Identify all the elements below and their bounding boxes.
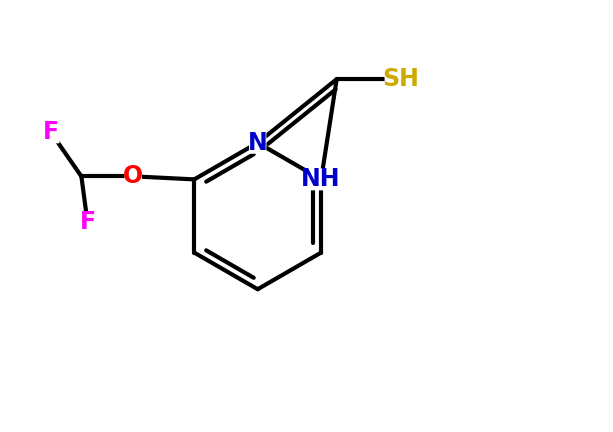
Text: O: O — [123, 164, 143, 188]
FancyBboxPatch shape — [42, 121, 59, 143]
FancyBboxPatch shape — [384, 68, 417, 90]
FancyBboxPatch shape — [305, 168, 337, 191]
Text: F: F — [43, 121, 59, 144]
FancyBboxPatch shape — [124, 165, 142, 187]
FancyBboxPatch shape — [249, 132, 267, 154]
FancyBboxPatch shape — [79, 211, 96, 233]
Text: F: F — [80, 210, 96, 234]
Text: NH: NH — [302, 167, 341, 191]
Text: SH: SH — [383, 67, 419, 91]
Text: N: N — [248, 131, 267, 155]
